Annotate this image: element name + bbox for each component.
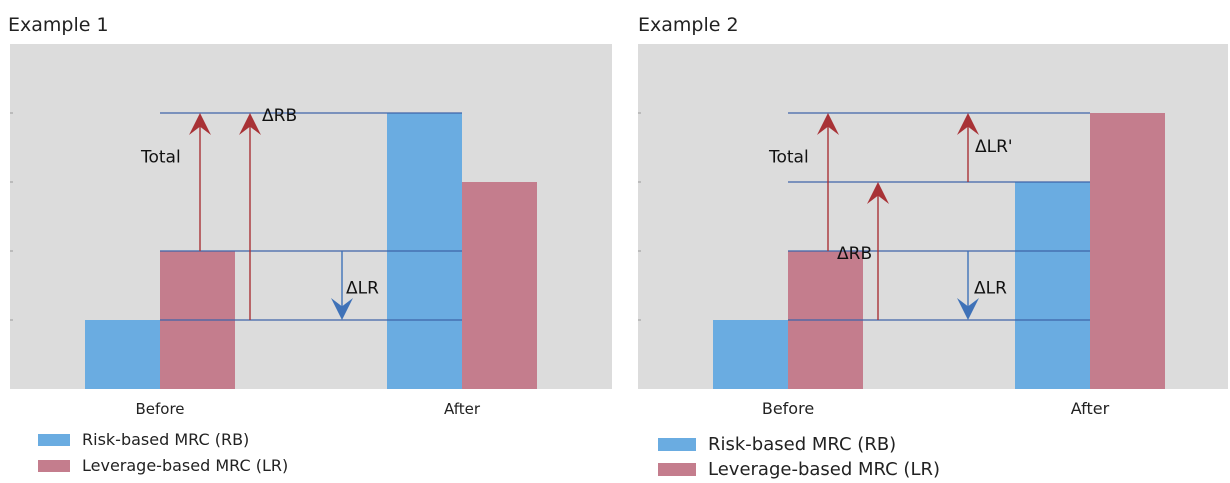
legend-item-rb: Risk-based MRC (RB) xyxy=(38,430,249,449)
bar-lr-after xyxy=(1090,113,1165,389)
bar-rb-before xyxy=(85,320,160,389)
bar-lr-after xyxy=(462,182,537,389)
arrow-down-icon xyxy=(331,298,353,320)
annotation-label: ΔLR xyxy=(974,279,1007,299)
example-2-panel: Example 2 Before After Total ΔRB ΔLR' ΔLR Ris… xyxy=(630,0,1230,483)
example-1-panel: Example 1 Before After Total ΔRB ΔLR Risk-ba… xyxy=(8,14,612,475)
legend-label-rb: Risk-based MRC (RB) xyxy=(708,434,897,455)
annotation-label: ΔRB xyxy=(837,244,872,264)
x-tick-label: Before xyxy=(135,400,184,418)
legend-swatch-lr xyxy=(38,459,70,472)
legend-swatch-rb xyxy=(658,438,696,451)
example-2-chart: Before After Total ΔRB ΔLR' ΔLR xyxy=(638,44,1228,418)
legend-label-rb: Risk-based MRC (RB) xyxy=(82,430,250,449)
legend-label-lr: Leverage-based MRC (LR) xyxy=(708,459,941,480)
annotation-label: ΔRB xyxy=(262,106,297,126)
arrow-up-icon xyxy=(239,113,261,135)
legend-item-rb: Risk-based MRC (RB) xyxy=(658,434,896,455)
legend-swatch-rb xyxy=(38,433,70,446)
x-tick-label: After xyxy=(444,400,481,418)
arrow-up-icon xyxy=(867,182,889,204)
legend-item-lr: Leverage-based MRC (LR) xyxy=(38,456,288,475)
annotation-label: ΔLR xyxy=(346,279,379,299)
x-tick-label: Before xyxy=(762,399,814,418)
legend-item-lr: Leverage-based MRC (LR) xyxy=(658,459,940,480)
annotation-label: Total xyxy=(768,147,809,167)
annotation-label: ΔLR' xyxy=(975,137,1013,157)
x-tick-label: After xyxy=(1071,399,1110,418)
chart-title: Example 2 xyxy=(638,14,739,36)
bar-rb-before xyxy=(713,320,788,389)
arrow-down-icon xyxy=(957,298,979,320)
legend-label-lr: Leverage-based MRC (LR) xyxy=(82,456,289,475)
arrow-up-icon xyxy=(189,113,211,135)
legend-swatch-lr xyxy=(658,463,696,476)
arrow-up-icon xyxy=(957,113,979,135)
annotation-label: Total xyxy=(140,147,181,167)
bar-rb-after xyxy=(1015,182,1090,389)
arrow-up-icon xyxy=(817,113,839,135)
chart-title: Example 1 xyxy=(8,14,109,36)
example-1-chart: Before After Total ΔRB ΔLR xyxy=(10,44,612,418)
